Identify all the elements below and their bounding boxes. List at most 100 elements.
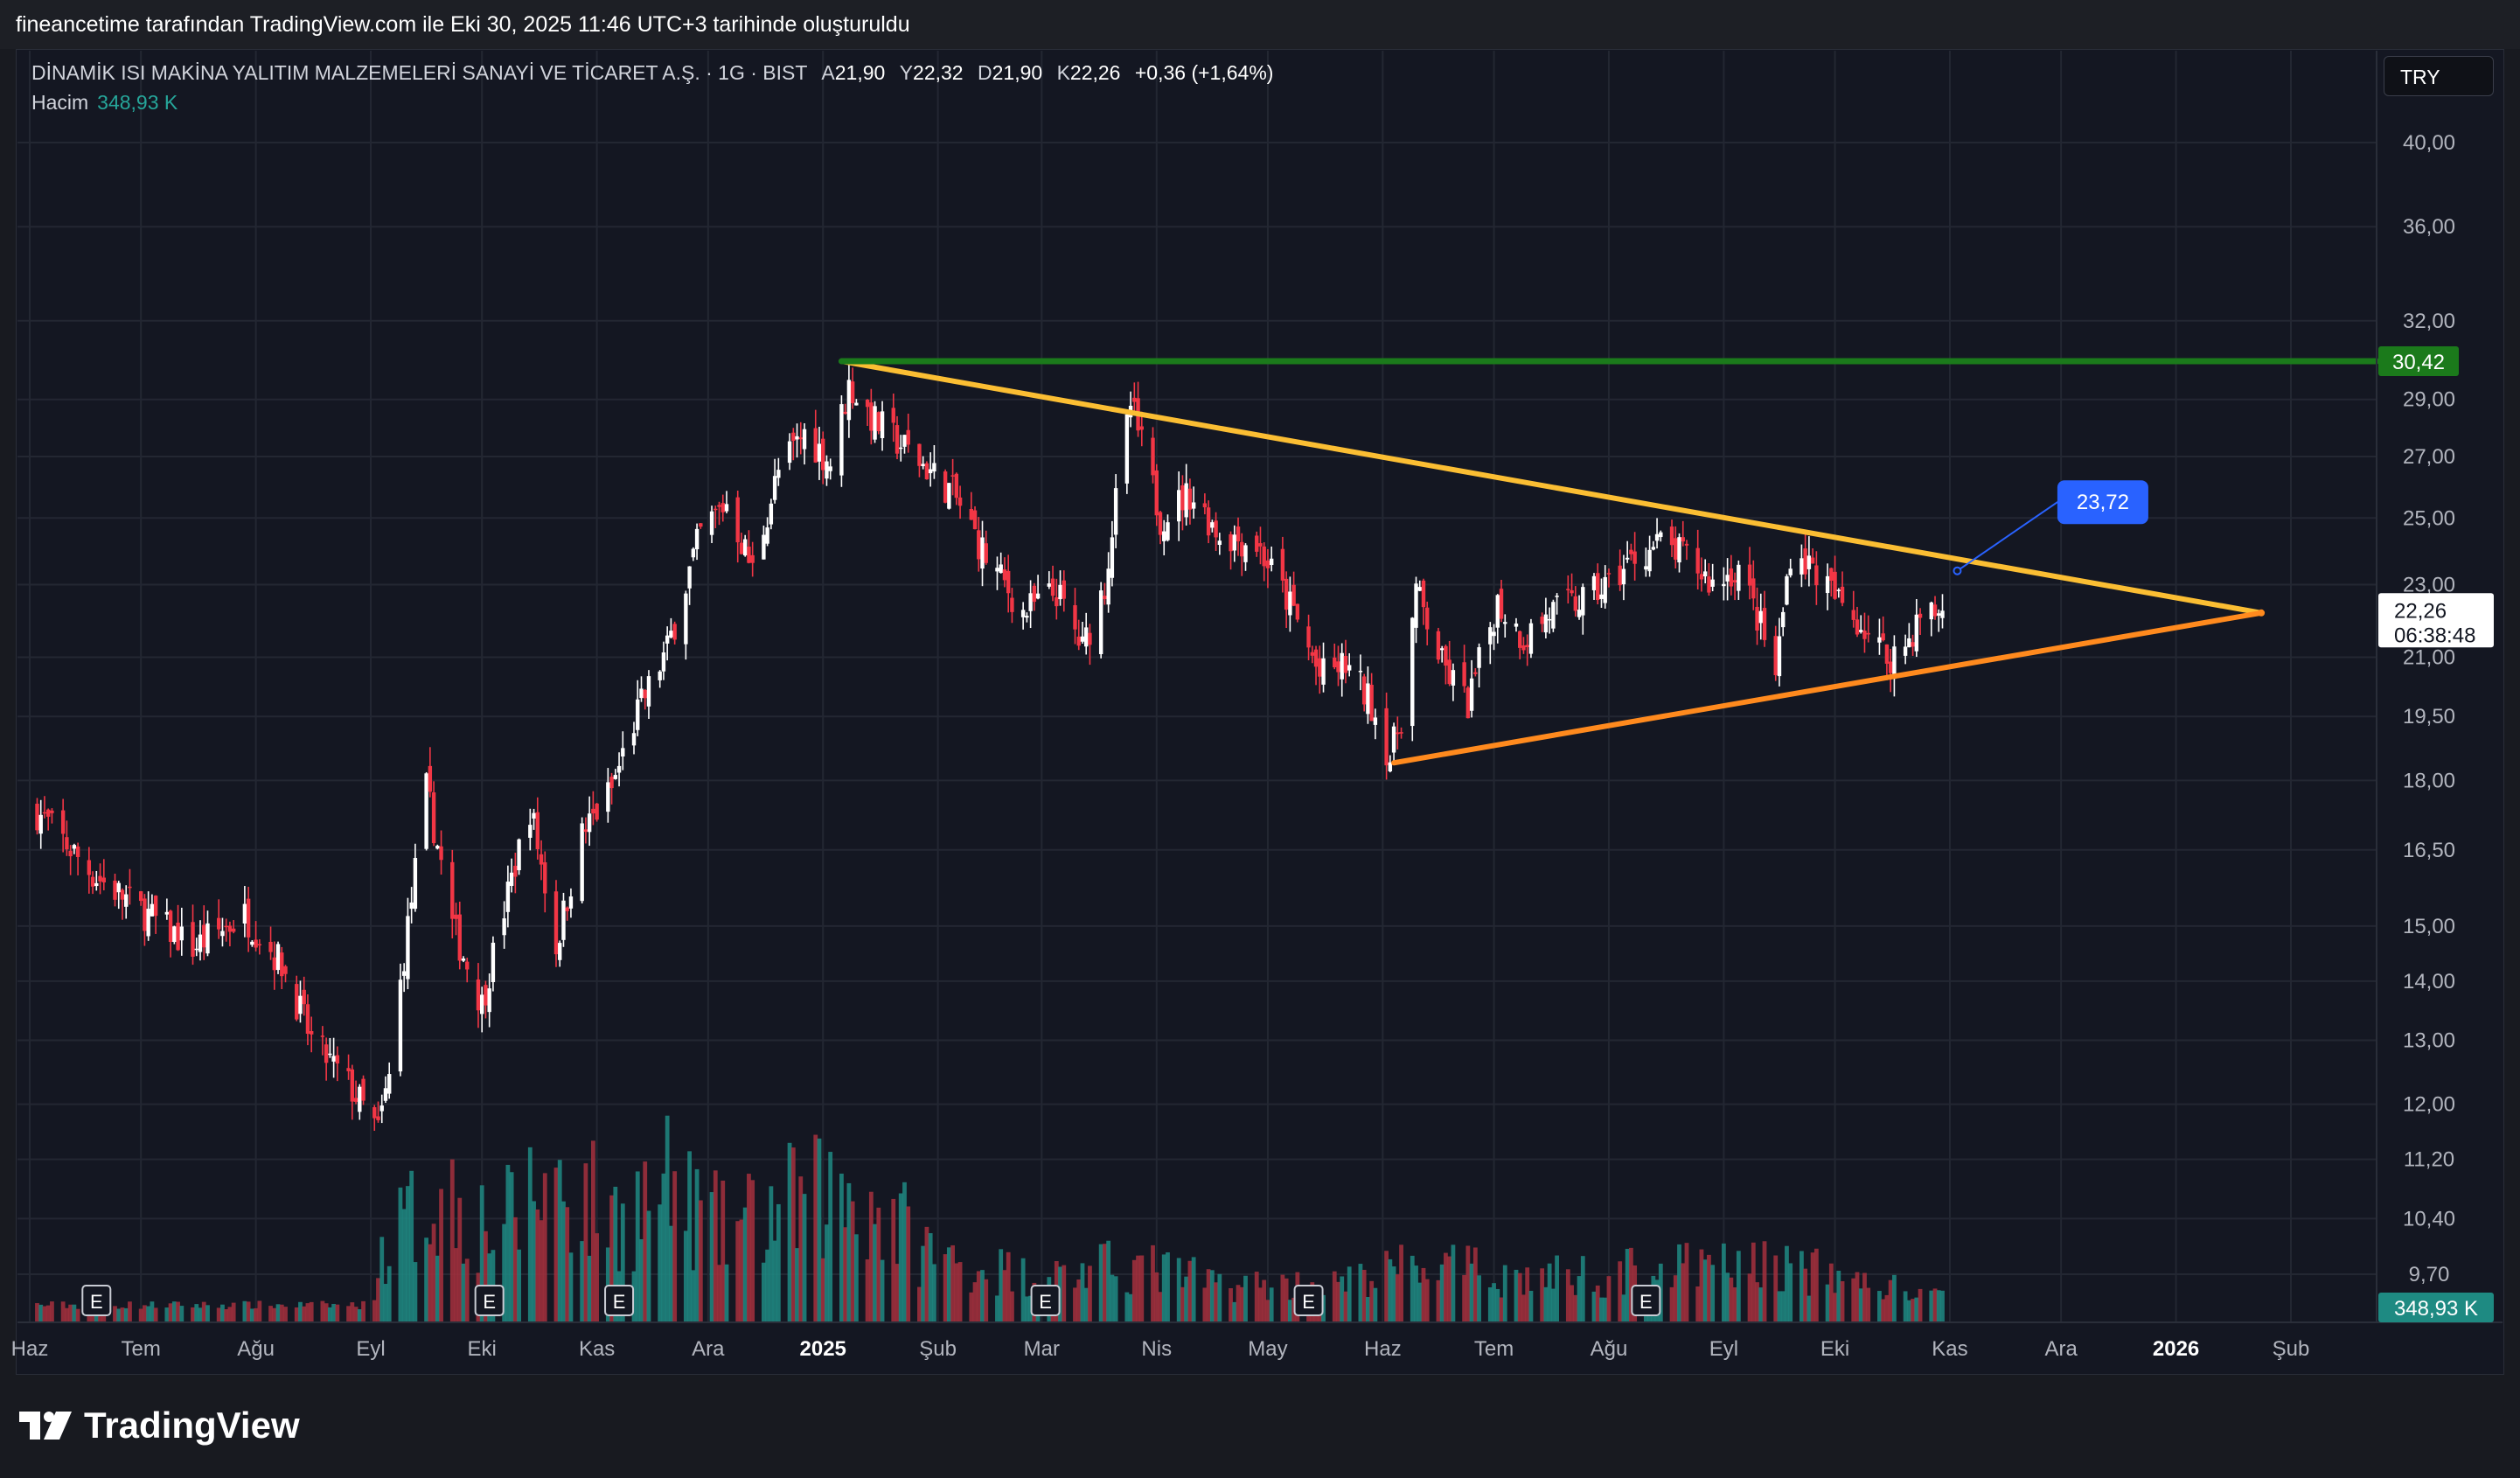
candle-body [376,1116,380,1120]
price-tick-label: 40,00 [2403,131,2455,155]
volume-bar [179,1306,184,1322]
volume-bar [257,1300,262,1322]
volume-bar [1570,1285,1574,1322]
high-value: 22,32 [913,61,964,84]
volume-bar [694,1168,700,1322]
candle-body [1699,574,1704,580]
candle-body [1088,632,1092,645]
volume-bar [665,1115,670,1322]
candle-body [202,924,206,948]
volume-bar [709,1192,714,1322]
candle-body [699,523,703,527]
volume-bar [45,1305,51,1322]
candle-body [1258,543,1263,547]
candle-body [1829,568,1834,582]
volume-bar [484,1231,488,1322]
candle-body [1306,626,1311,648]
volume-bar [1729,1277,1734,1322]
candle-body [164,911,170,915]
candle-body [1002,569,1007,581]
candle-body [1892,646,1897,680]
candle-body [38,814,43,834]
trendlines[interactable]: 23,72 [838,358,2380,766]
time-tick-label: Nis [1141,1337,1172,1361]
candle-body [268,942,273,952]
candle-body [1937,613,1941,616]
candle-body [606,782,610,812]
candle-body [320,1035,325,1037]
candle-body [1543,614,1549,633]
volume-bar [1936,1290,1941,1322]
candle-body [813,428,818,463]
candle-body [739,542,744,554]
candle-body [1503,622,1507,624]
currency-button[interactable]: TRY [2384,56,2494,96]
volume-bar [461,1263,466,1322]
candle-body [865,400,870,408]
candle-body [1914,614,1919,652]
candle-body [1106,568,1110,605]
volume-bar [750,1180,755,1322]
candle-body [457,914,462,961]
volume-bar [1110,1274,1115,1322]
candle-body [535,812,540,849]
volume-bar [672,1171,678,1322]
candle-body [873,406,877,440]
candle-body [1050,578,1055,596]
candle-body [687,566,692,589]
candle-body [1911,642,1915,647]
volume-bar [42,1306,47,1322]
candle-body [72,845,77,849]
volume-bar [932,1264,936,1322]
price-tick-label: 14,00 [2403,970,2455,993]
volume-bar [787,1142,792,1322]
price-tick-label: 13,00 [2403,1029,2455,1053]
volume-bar [1836,1271,1841,1322]
price-axis[interactable]: 40,00 36,00 32,00 29,00 27,00 25,00 23,00 21,00… [2376,51,2455,1322]
candle-body [787,441,792,464]
chart-panel[interactable] [16,49,2504,1375]
candle-body [639,688,644,699]
candle-body [1851,610,1855,620]
volume-bar [1139,1255,1145,1322]
volume-bar [1202,1287,1208,1322]
volume-legend[interactable]: Hacim 348,93 K [31,91,178,115]
candle-body [439,846,443,861]
price-tick-label: 23,00 [2403,573,2455,596]
volume-bar [720,1180,726,1322]
candle-body [242,903,247,924]
candle-body [298,995,303,1014]
candle-body [1425,607,1430,630]
candle-body [1751,578,1756,599]
volume-bar [950,1244,955,1322]
candle-body [1447,659,1451,685]
tradingview-logo[interactable]: TradingView [17,1405,300,1447]
volume-bar [1280,1274,1285,1322]
volume-bar [765,1249,770,1322]
volume-bar [479,1185,484,1322]
candle-body [1695,547,1700,574]
volume-bar [1076,1279,1082,1322]
volume-bar [398,1187,403,1322]
candle-body [1702,571,1708,577]
candle-body [954,473,959,498]
volume-bar [1214,1282,1218,1322]
volume-bar [1758,1287,1764,1322]
candle-body [153,896,158,917]
candle-body [821,438,825,471]
symbol-legend[interactable]: DİNAMİK ISI MAKİNA YALITIM MALZEMELERİ S… [31,61,1273,85]
candle-body [717,505,721,507]
candle-body [1265,560,1270,568]
candle-body [191,922,195,957]
volume-bar [1236,1285,1241,1322]
time-axis[interactable]: Haz Tem Ağu Eyl Eki Kas Ara 2025 Şub Mar Nis May Haz… [11,1321,2503,1361]
price-tick-label: 9,70 [2409,1263,2450,1286]
candle-body [1462,662,1466,687]
time-tick-label: Mar [1024,1337,1060,1361]
volume-bar [1833,1293,1837,1322]
candle-body [1421,580,1426,608]
volume-bar [839,1173,844,1322]
volume-bar [138,1308,143,1322]
volume-bar [1424,1279,1430,1322]
